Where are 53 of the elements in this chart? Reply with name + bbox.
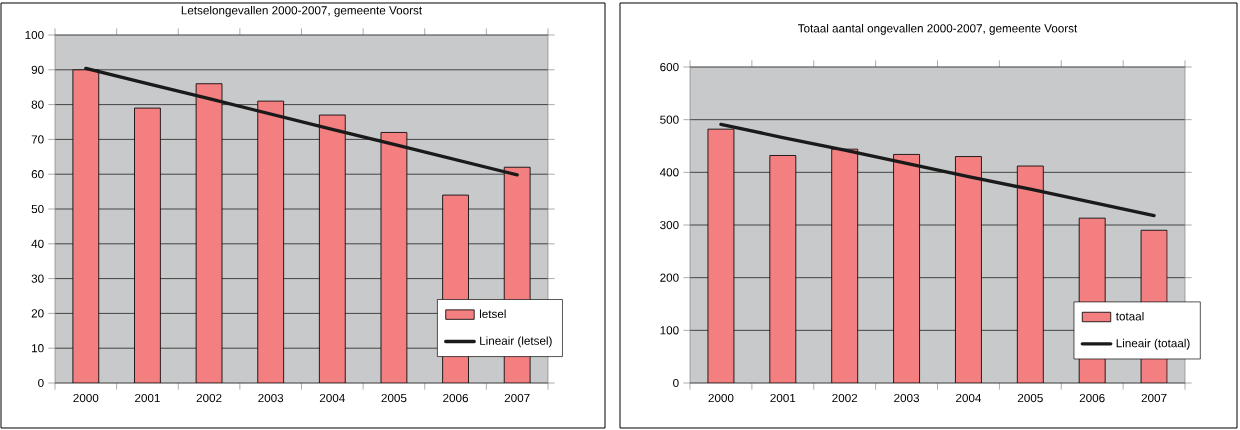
bar: [707, 128, 735, 383]
x-tick-label: 2001: [135, 393, 160, 403]
x-tick-label: 2004: [956, 393, 982, 403]
x-tick-label: 2007: [1141, 393, 1167, 403]
legend-label: totaal: [1115, 311, 1144, 321]
legend-label: Lineair (letsel): [480, 336, 552, 348]
y-tick-label: 400: [659, 168, 679, 177]
y-tick-label: 0: [38, 378, 44, 388]
chart-title: Totaal aantal ongevallen 2000-2007, gemeente Voorst: [797, 23, 1078, 35]
x-tick-label: 2005: [1017, 393, 1043, 403]
bar: [195, 83, 223, 383]
bar: [1016, 165, 1044, 383]
y-tick-label: 60: [31, 170, 44, 179]
y-tick-label: 90: [31, 65, 44, 74]
y-tick-label: 10: [32, 344, 44, 353]
x-tick-label: 2006: [443, 393, 468, 403]
x-tick-label: 2002: [832, 393, 858, 403]
y-tick-label: 600: [660, 62, 679, 72]
x-tick-label: 2000: [708, 393, 734, 403]
x-tick-label: 2003: [894, 393, 920, 403]
x-tick-label: 2007: [504, 393, 530, 403]
y-tick-label: 20: [31, 309, 44, 318]
y-tick-label: 100: [25, 30, 44, 40]
x-tick-label: 2002: [196, 393, 222, 403]
y-tick-label: 500: [660, 115, 679, 124]
bar: [955, 156, 982, 383]
y-tick-label: 30: [31, 274, 44, 283]
y-tick-label: 80: [31, 100, 44, 109]
bar: [257, 100, 285, 383]
x-tick-label: 2006: [1079, 393, 1105, 403]
y-tick-label: 200: [660, 273, 679, 282]
y-tick-label: 0: [673, 378, 679, 388]
bar: [318, 114, 346, 383]
bar: [831, 148, 859, 383]
legend-label: letsel: [479, 309, 506, 319]
x-tick-label: 2005: [381, 393, 407, 403]
line-series: [719, 122, 1156, 218]
bar: [134, 107, 161, 383]
chart-title: Letselongevallen 2000-2007, gemeente Voorst: [181, 5, 423, 17]
x-tick-label: 2004: [319, 393, 345, 403]
x-tick-label: 2003: [258, 393, 284, 403]
y-tick-label: 70: [31, 135, 44, 144]
bar: [893, 154, 920, 383]
bar: [380, 132, 408, 383]
x-tick-label: 2000: [73, 393, 99, 403]
x-tick-label: 2001: [770, 393, 796, 403]
y-tick-label: 40: [31, 239, 44, 248]
y-tick-label: 300: [660, 220, 679, 230]
bar: [769, 155, 797, 383]
y-tick-label: 100: [660, 326, 679, 335]
legend-label: Lineair (totaal): [1116, 338, 1190, 350]
y-tick-label: 50: [31, 204, 44, 214]
bar: [72, 69, 100, 383]
